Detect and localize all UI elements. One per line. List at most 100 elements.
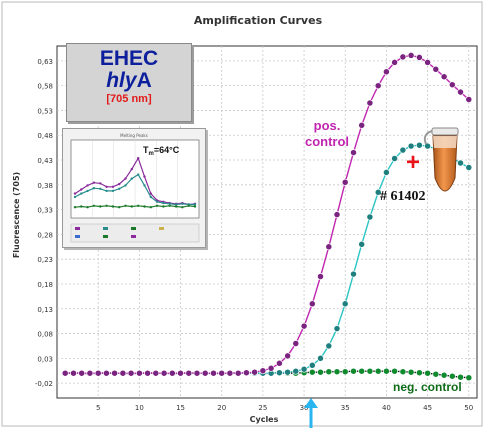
melting-peaks-chart: Melting Peaks Tm=64°C	[70, 133, 200, 243]
data-point	[366, 99, 374, 107]
y-tick-label: 0,18	[37, 281, 53, 289]
y-tick-labels: -0,02 0,03 0,08 0,13 0,18 0,23 0,28 0,33 0,38 0,4…	[35, 58, 53, 388]
inset-data-point	[111, 205, 115, 208]
data-point	[284, 352, 292, 360]
inset-data-point	[124, 204, 127, 207]
inset-series-layer	[73, 156, 197, 209]
inset-data-point	[105, 185, 108, 188]
inset-data-point	[187, 204, 190, 207]
data-point	[457, 159, 464, 167]
y-tick-label: 0,28	[37, 231, 53, 239]
inset-data-point	[168, 204, 171, 207]
inset-data-point	[124, 177, 127, 180]
data-point	[366, 213, 374, 221]
data-point	[193, 369, 201, 377]
inset-data-point	[80, 192, 83, 195]
data-point	[391, 367, 399, 375]
data-point	[317, 368, 324, 376]
inset-data-point	[86, 189, 89, 193]
x-tick-label: 10	[135, 404, 144, 412]
data-point	[415, 53, 423, 61]
inset-data-point	[155, 200, 159, 203]
sample-tube-icon	[423, 127, 459, 192]
data-point	[317, 273, 324, 280]
data-point	[267, 364, 275, 372]
data-point	[292, 340, 300, 347]
data-point	[185, 369, 193, 377]
data-point	[440, 371, 448, 379]
data-point	[284, 368, 292, 376]
inset-data-point	[118, 182, 121, 186]
series-layer	[61, 51, 473, 382]
data-point	[457, 373, 464, 381]
y-tick-label: -0,02	[35, 380, 53, 388]
pos-control-line1: pos.	[313, 118, 341, 133]
inset-data-point	[99, 205, 102, 208]
data-point	[177, 369, 184, 377]
data-point	[432, 370, 440, 378]
inset-data-point	[149, 195, 152, 199]
inset-data-point	[118, 187, 121, 190]
data-point	[333, 211, 341, 219]
data-point	[251, 368, 259, 376]
data-point	[259, 367, 267, 375]
inset-data-point	[111, 189, 115, 193]
data-point	[391, 155, 399, 162]
data-point	[127, 369, 135, 377]
data-point	[374, 82, 382, 90]
data-point	[333, 325, 341, 333]
assay-label-box: EHEC hlyA [705 nm]	[66, 43, 192, 122]
inset-data-point	[73, 192, 77, 195]
inset-data-point	[137, 173, 140, 176]
data-point	[391, 58, 399, 66]
inset-data-point	[99, 182, 102, 185]
data-point	[432, 65, 440, 73]
data-point	[424, 58, 432, 66]
y-tick-label: 0,38	[37, 182, 53, 190]
inset-data-point	[80, 188, 83, 191]
data-point	[448, 372, 456, 380]
data-point	[210, 369, 217, 377]
x-tick-label: 25	[258, 404, 267, 412]
inset-data-point	[73, 195, 77, 199]
data-point	[325, 368, 333, 376]
inset-data-point	[92, 181, 96, 184]
pos-control-label: pos. control	[287, 118, 367, 150]
data-point	[242, 369, 250, 377]
inset-data-point	[155, 204, 159, 207]
data-point	[457, 88, 464, 96]
data-point	[374, 367, 382, 375]
series-pos-control	[61, 51, 473, 377]
assay-gene: hlyA	[67, 70, 191, 92]
data-point	[424, 369, 432, 377]
y-tick-label: 0,03	[37, 355, 53, 363]
x-tick-label: 45	[423, 404, 432, 412]
data-point	[374, 188, 382, 196]
inset-data-point	[130, 205, 133, 208]
neg-control-label: neg. control	[393, 380, 462, 394]
data-point	[399, 53, 407, 61]
data-point	[358, 121, 366, 129]
inset-data-point	[137, 157, 140, 160]
y-tick-label: 0,53	[37, 107, 53, 115]
data-point	[300, 322, 308, 330]
data-point	[160, 369, 168, 377]
assay-organism: EHEC	[99, 47, 159, 70]
data-point	[407, 142, 415, 150]
inset-data-point	[105, 204, 108, 207]
data-point	[201, 369, 209, 377]
x-tick-label: 15	[176, 404, 185, 412]
positive-sign: +	[406, 149, 421, 176]
y-tick-label: 0,58	[37, 83, 53, 91]
data-point	[382, 68, 390, 76]
inset-data-point	[73, 206, 77, 209]
data-point	[333, 368, 341, 376]
inset-data-point	[143, 175, 146, 178]
x-tick-label: 50	[464, 404, 473, 412]
inset-data-point	[86, 184, 89, 187]
inset-title: Melting Peaks	[120, 133, 148, 138]
x-tick-label: 5	[96, 404, 100, 412]
pos-control-line2: control	[304, 134, 350, 149]
data-point	[308, 361, 316, 369]
